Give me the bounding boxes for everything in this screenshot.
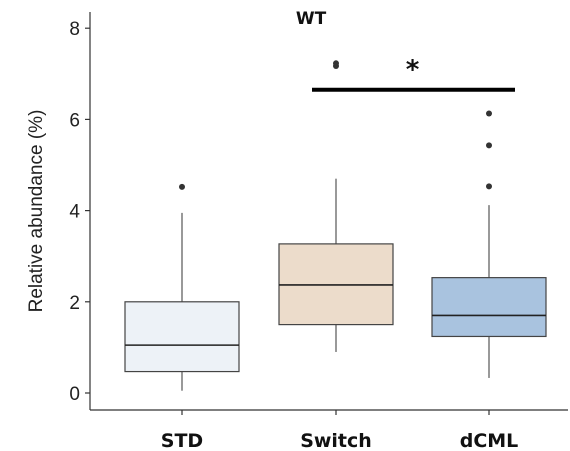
outlier-point bbox=[179, 183, 185, 190]
box-switch bbox=[278, 60, 394, 352]
box-iqr bbox=[124, 301, 240, 373]
significance-label: * bbox=[406, 55, 420, 85]
outlier-point bbox=[486, 110, 492, 117]
y-axis-label: Relative abundance (%) bbox=[26, 110, 47, 313]
x-tick-label: STD bbox=[161, 430, 203, 451]
y-tick-label: 6 bbox=[69, 110, 80, 131]
outlier-point bbox=[333, 60, 339, 67]
chart-marks: * bbox=[124, 55, 547, 391]
y-tick-label: 8 bbox=[69, 19, 80, 40]
y-tick-label: 4 bbox=[69, 202, 80, 223]
outlier-point bbox=[486, 183, 492, 190]
axes: 0 2 4 6 8 STD Switch dCML bbox=[69, 12, 568, 451]
y-tick-label: 0 bbox=[69, 384, 80, 405]
outlier-point bbox=[486, 142, 492, 149]
box-dcml bbox=[431, 110, 547, 378]
box-std bbox=[124, 183, 240, 391]
x-tick-label: Switch bbox=[300, 430, 372, 451]
y-tick-label: 2 bbox=[69, 293, 80, 314]
x-tick-label: dCML bbox=[460, 430, 519, 451]
box-iqr bbox=[431, 277, 547, 338]
chart-title: WT bbox=[296, 9, 327, 29]
